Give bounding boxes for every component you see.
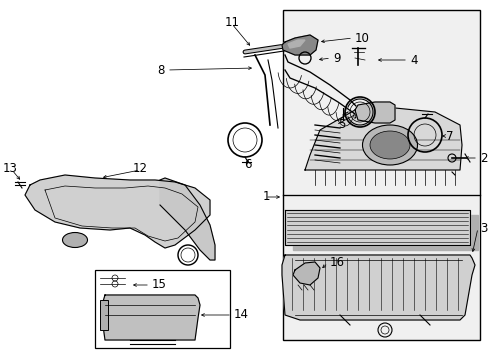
Text: 9: 9: [332, 51, 340, 64]
Bar: [100, 300, 108, 330]
Text: 5: 5: [337, 118, 345, 131]
Text: 13: 13: [2, 162, 18, 175]
Polygon shape: [292, 215, 477, 250]
Polygon shape: [102, 295, 200, 340]
Polygon shape: [285, 210, 469, 245]
Polygon shape: [160, 178, 215, 260]
Polygon shape: [282, 35, 317, 55]
Text: 7: 7: [445, 130, 452, 143]
Text: 2: 2: [479, 152, 487, 165]
Polygon shape: [292, 262, 319, 285]
Text: 8: 8: [157, 63, 164, 77]
Polygon shape: [354, 102, 394, 123]
Text: 11: 11: [224, 15, 239, 28]
Text: 10: 10: [354, 31, 369, 45]
Ellipse shape: [62, 233, 87, 248]
Bar: [283, 10, 479, 340]
Text: 6: 6: [244, 158, 251, 171]
Ellipse shape: [369, 131, 409, 159]
Polygon shape: [305, 108, 461, 170]
Text: 16: 16: [329, 256, 345, 270]
Polygon shape: [282, 255, 474, 320]
Ellipse shape: [362, 125, 417, 165]
Text: 4: 4: [409, 54, 417, 67]
Bar: [95, 270, 229, 348]
Text: 14: 14: [234, 309, 248, 321]
Text: 3: 3: [479, 221, 487, 234]
Text: 15: 15: [152, 279, 166, 292]
Text: 1: 1: [262, 190, 269, 203]
Polygon shape: [25, 175, 209, 248]
Polygon shape: [287, 40, 305, 48]
Text: 12: 12: [132, 162, 147, 175]
